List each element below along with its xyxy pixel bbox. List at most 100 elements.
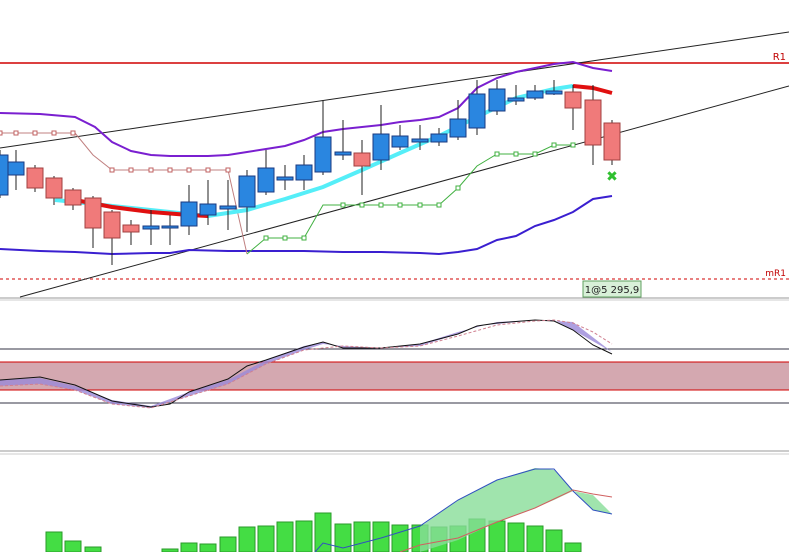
histogram-bar	[353, 521, 371, 552]
candle-body	[488, 88, 506, 112]
candle-body	[180, 201, 198, 227]
histogram-line-red	[399, 489, 613, 552]
candle-body	[334, 151, 352, 156]
candle-body	[199, 203, 217, 216]
histogram-bar	[219, 536, 237, 552]
candle-body	[219, 205, 237, 210]
candle-body	[545, 90, 563, 95]
histogram-bar	[526, 525, 544, 552]
step-marker	[0, 130, 3, 136]
candle-body	[353, 152, 371, 167]
step-marker	[436, 202, 442, 208]
histogram-bar	[180, 542, 198, 552]
histogram-line-blue	[314, 468, 613, 552]
candles	[0, 80, 621, 265]
histogram-bar	[257, 525, 275, 552]
candle-body	[295, 164, 313, 181]
candle-body	[7, 161, 25, 176]
candle-body	[603, 122, 621, 161]
step-marker	[494, 151, 500, 157]
histogram-bar	[507, 522, 525, 552]
candle-body	[468, 93, 486, 129]
step-marker	[263, 235, 269, 241]
step-marker	[225, 167, 231, 173]
mr1-label: mR1	[765, 269, 786, 279]
candle-body	[449, 118, 467, 138]
step-marker	[378, 202, 384, 208]
histogram-bar	[334, 523, 352, 552]
candle-body	[142, 225, 160, 230]
candle-body	[26, 167, 44, 189]
trend-line-lower	[19, 85, 789, 298]
candle-body	[122, 224, 140, 233]
histogram-bar	[314, 512, 332, 552]
lower-band	[0, 195, 613, 256]
step-marker	[301, 235, 307, 241]
histogram-bar	[84, 546, 102, 552]
histogram-bar	[199, 543, 217, 552]
histogram-bar	[372, 521, 390, 552]
step-marker	[513, 151, 519, 157]
step-marker	[359, 202, 365, 208]
candle-body	[257, 167, 275, 193]
histogram-bar	[45, 531, 63, 552]
candle-body	[45, 177, 63, 199]
histogram-bar	[64, 540, 82, 552]
histogram-bar	[295, 520, 313, 552]
step-line-red	[0, 132, 248, 255]
candle-body	[84, 197, 102, 229]
candle-body	[314, 136, 332, 173]
step-marker	[397, 202, 403, 208]
candle-body	[411, 138, 429, 143]
step-markers	[0, 130, 576, 241]
price-tag-box	[582, 280, 642, 298]
step-marker	[109, 167, 115, 173]
price-tag: 1@5 295,9	[585, 285, 640, 296]
candle-body	[526, 90, 544, 99]
step-marker	[51, 130, 57, 136]
candle-body	[161, 225, 179, 229]
r1-label: R1	[773, 52, 786, 63]
candle-body	[564, 91, 582, 109]
candle-body	[372, 133, 390, 161]
candle-body	[507, 97, 525, 102]
step-marker	[32, 130, 38, 136]
candle-body	[584, 99, 602, 146]
oscillator-zone	[0, 362, 789, 390]
step-marker	[417, 202, 423, 208]
histogram-bar	[545, 529, 563, 552]
step-marker	[551, 142, 557, 148]
step-marker	[148, 167, 154, 173]
histogram-bar	[238, 526, 256, 552]
candle-body	[391, 135, 409, 148]
candle-body	[276, 176, 294, 181]
step-marker	[340, 202, 346, 208]
step-marker	[186, 167, 192, 173]
step-marker	[205, 167, 211, 173]
candle-body	[64, 189, 82, 206]
histogram-bar	[564, 542, 582, 552]
step-marker	[532, 151, 538, 157]
step-marker	[282, 235, 288, 241]
candle-body	[103, 211, 121, 239]
step-marker	[455, 185, 461, 191]
cross-marker: ✖	[606, 169, 618, 185]
histogram-bar	[161, 548, 179, 552]
histogram-bar	[391, 524, 409, 552]
step-marker	[570, 142, 576, 148]
step-marker	[167, 167, 173, 173]
trend-line-upper	[0, 31, 789, 149]
oscillator-line	[0, 319, 613, 408]
candle-body	[430, 133, 448, 143]
step-marker	[70, 130, 76, 136]
step-marker	[128, 167, 134, 173]
candle-body	[0, 154, 9, 196]
histogram-bar	[276, 521, 294, 552]
step-marker	[13, 130, 19, 136]
oscillator-signal	[0, 319, 613, 409]
histogram-bar	[488, 520, 506, 552]
histogram-cloud	[420, 468, 612, 552]
candle-body	[238, 175, 256, 208]
